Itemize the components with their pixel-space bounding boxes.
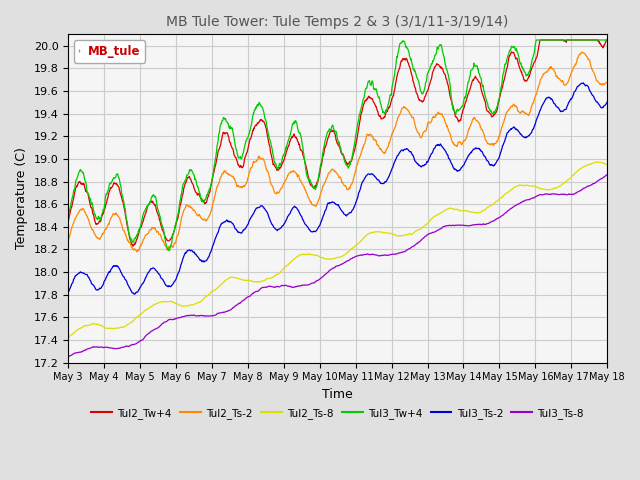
Tul3_Ts-8 — [64, 354, 72, 360]
Tul2_Tw+4 — [604, 37, 611, 43]
Tul2_Ts-2 — [359, 145, 367, 151]
Line: Tul2_Tw+4: Tul2_Tw+4 — [68, 40, 607, 246]
Line: Tul3_Ts-2: Tul3_Ts-2 — [68, 83, 607, 294]
Tul3_Ts-2 — [604, 99, 611, 105]
Legend: Tul2_Tw+4, Tul2_Ts-2, Tul2_Ts-8, Tul3_Tw+4, Tul3_Ts-2, Tul3_Ts-8: Tul2_Tw+4, Tul2_Ts-2, Tul2_Ts-8, Tul3_Tw… — [87, 404, 588, 423]
Tul2_Ts-8 — [604, 162, 611, 168]
Tul3_Ts-2 — [348, 208, 356, 214]
Tul3_Ts-2 — [131, 291, 138, 297]
Tul2_Ts-2 — [156, 231, 163, 237]
Tul3_Ts-8 — [604, 172, 611, 178]
Tul2_Tw+4 — [64, 219, 72, 225]
Tul2_Tw+4 — [129, 243, 137, 249]
Tul3_Tw+4 — [246, 127, 254, 133]
Tul3_Ts-2 — [64, 290, 72, 296]
Tul2_Ts-8 — [136, 312, 143, 318]
Tul3_Ts-8 — [298, 282, 306, 288]
Tul2_Tw+4 — [156, 217, 163, 223]
Tul2_Tw+4 — [246, 136, 254, 142]
Tul3_Ts-8 — [348, 256, 355, 262]
Tul3_Tw+4 — [64, 215, 72, 221]
Tul2_Ts-2 — [246, 167, 254, 172]
Tul2_Ts-2 — [604, 80, 611, 85]
Y-axis label: Temperature (C): Temperature (C) — [15, 147, 28, 250]
Tul2_Ts-8 — [64, 335, 72, 341]
Tul2_Ts-8 — [298, 252, 306, 257]
Line: Tul2_Ts-8: Tul2_Ts-8 — [68, 162, 607, 338]
Tul3_Ts-2 — [246, 216, 254, 222]
Tul3_Ts-2 — [580, 80, 588, 86]
Tul3_Ts-2 — [298, 216, 306, 222]
Tul2_Tw+4 — [536, 37, 544, 43]
Tul3_Tw+4 — [298, 143, 306, 148]
Tul3_Tw+4 — [348, 156, 356, 162]
Tul2_Ts-2 — [578, 49, 586, 55]
Tul3_Ts-2 — [156, 272, 163, 277]
Tul2_Tw+4 — [136, 225, 144, 230]
Tul2_Tw+4 — [348, 156, 356, 162]
Tul3_Ts-8 — [359, 252, 367, 258]
Line: Tul3_Tw+4: Tul3_Tw+4 — [68, 40, 607, 251]
Tul2_Ts-2 — [64, 238, 72, 244]
Tul3_Tw+4 — [532, 37, 540, 43]
Tul3_Ts-8 — [155, 324, 163, 330]
Tul2_Ts-2 — [298, 181, 306, 187]
Tul2_Ts-8 — [246, 277, 253, 283]
Tul2_Tw+4 — [298, 149, 306, 155]
Title: MB Tule Tower: Tule Temps 2 & 3 (3/1/11-3/19/14): MB Tule Tower: Tule Temps 2 & 3 (3/1/11-… — [166, 15, 509, 29]
Tul2_Ts-8 — [155, 300, 163, 305]
Tul2_Ts-2 — [133, 249, 141, 254]
X-axis label: Time: Time — [323, 388, 353, 401]
Tul3_Ts-2 — [359, 179, 367, 184]
Tul3_Ts-8 — [136, 338, 143, 344]
Tul2_Ts-2 — [348, 181, 356, 187]
Tul2_Ts-2 — [136, 243, 144, 249]
Tul3_Tw+4 — [155, 210, 163, 216]
Line: Tul2_Ts-2: Tul2_Ts-2 — [68, 52, 607, 252]
Tul3_Ts-8 — [246, 293, 253, 299]
Tul2_Tw+4 — [359, 104, 367, 109]
Tul3_Tw+4 — [359, 97, 367, 103]
Tul2_Ts-8 — [348, 246, 355, 252]
Tul3_Tw+4 — [136, 226, 143, 231]
Tul2_Ts-8 — [593, 159, 601, 165]
Tul3_Tw+4 — [166, 248, 173, 253]
Line: Tul3_Ts-8: Tul3_Ts-8 — [68, 175, 607, 357]
Tul3_Ts-2 — [136, 285, 144, 290]
Tul3_Tw+4 — [604, 37, 611, 43]
Tul2_Ts-8 — [359, 236, 367, 242]
